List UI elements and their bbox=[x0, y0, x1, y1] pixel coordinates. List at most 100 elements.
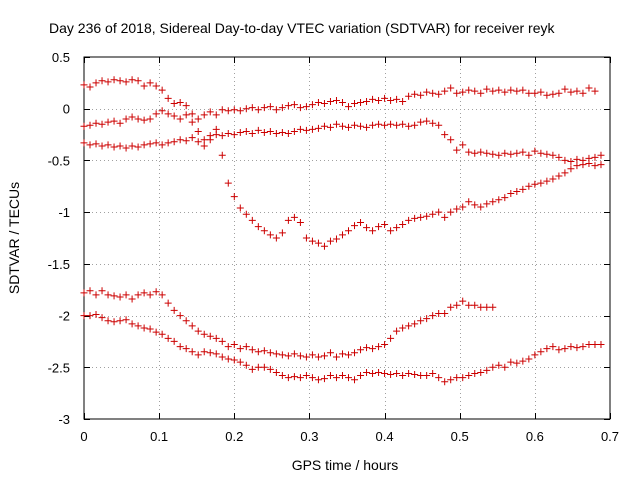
x-tick-label: 0.2 bbox=[225, 429, 243, 444]
data-point bbox=[236, 358, 244, 366]
data-point bbox=[561, 156, 569, 164]
data-point bbox=[417, 317, 425, 325]
data-point bbox=[453, 205, 461, 213]
data-point bbox=[501, 149, 509, 157]
data-point bbox=[332, 96, 340, 104]
x-tick-label: 0 bbox=[80, 429, 87, 444]
data-point bbox=[176, 99, 184, 107]
data-point bbox=[555, 89, 563, 97]
data-point bbox=[399, 221, 407, 229]
data-point bbox=[447, 208, 455, 216]
y-axis-label: SDTVAR / TECUs bbox=[6, 182, 22, 294]
data-point bbox=[441, 131, 449, 139]
data-point bbox=[351, 349, 359, 357]
data-point bbox=[507, 190, 515, 198]
data-point bbox=[405, 216, 413, 224]
plot-frame bbox=[83, 56, 611, 420]
data-point bbox=[423, 212, 431, 220]
data-point bbox=[483, 85, 491, 93]
data-point bbox=[453, 146, 461, 154]
data-point bbox=[459, 374, 467, 382]
data-point bbox=[369, 369, 377, 377]
data-point bbox=[248, 216, 256, 224]
data-point bbox=[284, 352, 292, 360]
data-point bbox=[561, 169, 569, 177]
data-point bbox=[363, 97, 371, 105]
data-point bbox=[128, 113, 136, 121]
data-point bbox=[447, 136, 455, 144]
data-point bbox=[320, 122, 328, 130]
data-point bbox=[266, 365, 274, 373]
data-point bbox=[176, 115, 184, 123]
data-point bbox=[513, 359, 521, 367]
data-point bbox=[423, 117, 431, 125]
data-point bbox=[351, 100, 359, 108]
data-point bbox=[230, 356, 238, 364]
data-point bbox=[224, 107, 232, 115]
series-track-4 bbox=[80, 287, 497, 361]
data-point bbox=[302, 372, 310, 380]
data-point bbox=[212, 350, 220, 358]
data-point bbox=[302, 234, 310, 242]
data-point bbox=[152, 82, 160, 90]
data-point bbox=[206, 332, 214, 340]
x-tick-label: 0.1 bbox=[150, 429, 168, 444]
data-point bbox=[573, 162, 581, 170]
data-point bbox=[519, 148, 527, 156]
data-point bbox=[507, 150, 515, 158]
data-point bbox=[104, 141, 112, 149]
data-point bbox=[152, 328, 160, 336]
data-point bbox=[597, 341, 605, 349]
data-point bbox=[525, 89, 533, 97]
data-point bbox=[200, 348, 208, 356]
data-point bbox=[152, 139, 160, 147]
data-point bbox=[441, 87, 449, 95]
data-point bbox=[242, 210, 250, 218]
data-point bbox=[170, 138, 178, 146]
data-point bbox=[182, 111, 190, 119]
data-point bbox=[489, 363, 497, 371]
data-point bbox=[164, 299, 172, 307]
data-point bbox=[116, 119, 124, 127]
y-tick-label: -2 bbox=[58, 309, 70, 324]
data-point bbox=[363, 123, 371, 131]
data-point bbox=[140, 116, 148, 124]
data-point bbox=[453, 374, 461, 382]
data-point bbox=[573, 344, 581, 352]
data-point bbox=[92, 291, 100, 299]
data-point bbox=[242, 105, 250, 113]
data-point bbox=[188, 322, 196, 330]
data-point bbox=[381, 94, 389, 102]
data-point bbox=[381, 121, 389, 129]
data-point bbox=[266, 231, 274, 239]
data-point bbox=[170, 100, 178, 108]
data-point bbox=[260, 227, 268, 235]
data-point bbox=[86, 83, 94, 91]
data-point bbox=[399, 120, 407, 128]
y-tick-label: 0.5 bbox=[52, 50, 70, 65]
data-point bbox=[471, 201, 479, 209]
data-point bbox=[483, 149, 491, 157]
data-point bbox=[447, 376, 455, 384]
data-point bbox=[254, 348, 262, 356]
data-point bbox=[471, 149, 479, 157]
data-point bbox=[417, 213, 425, 221]
data-point bbox=[357, 346, 365, 354]
data-point bbox=[170, 306, 178, 314]
data-point bbox=[224, 179, 232, 187]
data-point bbox=[260, 347, 268, 355]
data-point bbox=[254, 106, 262, 114]
x-tick-label: 0.5 bbox=[451, 429, 469, 444]
data-point bbox=[272, 234, 280, 242]
data-point bbox=[326, 123, 334, 131]
data-point bbox=[188, 134, 196, 142]
data-point bbox=[254, 223, 262, 231]
data-point bbox=[290, 101, 298, 109]
data-point bbox=[134, 143, 142, 151]
data-point bbox=[140, 324, 148, 332]
data-point bbox=[80, 312, 88, 320]
data-point bbox=[254, 126, 262, 134]
data-point bbox=[110, 76, 118, 84]
data-point bbox=[393, 121, 401, 129]
data-point bbox=[110, 143, 118, 151]
